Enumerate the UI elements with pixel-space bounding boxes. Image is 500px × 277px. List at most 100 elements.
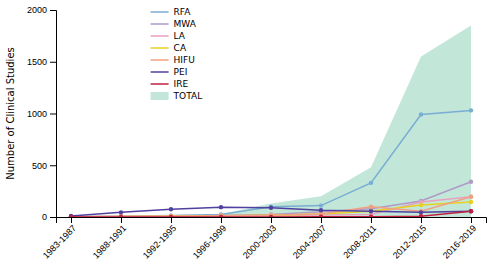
marker [119,214,123,217]
marker [419,210,423,214]
legend-swatch [151,83,169,85]
legend-item: CA [151,43,187,53]
marker [319,203,323,207]
marker [69,215,73,217]
x-tick-label: 2008-2011 [341,223,378,260]
series [69,195,473,217]
area [71,26,471,217]
marker [269,205,273,209]
line [71,110,471,216]
marker [469,180,473,184]
x-tick: 2004-2007 [291,217,329,261]
series [69,209,473,217]
legend-swatch [151,35,169,37]
marker [69,215,73,217]
line [71,182,471,217]
y-axis-title: Number of Clinical Studies [5,47,16,180]
marker [469,200,473,204]
legend-swatch [151,92,169,100]
x-tick-mark [171,217,172,223]
legend-label: RFA [174,7,192,17]
legend-item: IRE [151,79,189,89]
x-tick-mark [271,217,272,223]
y-tick: 0 [42,212,56,222]
marker [169,214,173,217]
series [69,108,473,217]
x-tick-mark [471,217,472,223]
y-axis-line [50,11,57,218]
marker [119,214,123,217]
x-tick-label: 1988-1991 [91,223,129,261]
marker [69,215,73,217]
y-tick: 500 [32,161,56,171]
marker [219,205,223,209]
x-tick-label: 2000-2003 [241,223,279,261]
x-axis: 1983-1987 1988-1991 1992-1995 1996-1999 2000… [41,217,487,261]
marker [419,214,423,217]
x-tick: 1992-1995 [141,217,179,261]
x-tick: 2016-2019 [441,217,479,261]
x-tick-mark [321,217,322,223]
x-tick: 1983-1987 [41,217,79,261]
legend-label: MWA [174,19,197,29]
legend-swatch [151,11,169,13]
x-tick: 1996-1999 [191,217,229,261]
legend-label: CA [174,43,187,53]
x-tick-label: 2012-2015 [391,223,429,261]
legend-item: MWA [151,19,197,29]
legend-item: HIFU [151,55,195,65]
x-tick-label: 1992-1995 [141,223,179,261]
marker [119,215,123,217]
series [69,195,473,217]
legend-item: TOTAL [151,91,203,101]
chart: 1983-1987 1988-1991 1992-1995 1996-1999 2000… [0,0,500,277]
legend-item: LA [151,31,186,41]
x-axis-line [57,218,487,224]
y-tick: 1000 [27,109,56,119]
marker [369,181,373,185]
y-tick-label: 1500 [27,57,47,67]
legend-label: PEI [174,67,188,77]
legend-swatch [151,23,169,25]
marker [69,215,73,217]
y-tick: 1500 [27,57,56,67]
x-tick: 2008-2011 [341,217,378,260]
marker [469,195,473,199]
marker [169,214,173,217]
y-tick-label: 500 [32,161,47,171]
x-tick: 2012-2015 [391,217,429,261]
marker [219,215,223,217]
series [69,180,473,217]
marker [269,215,273,217]
marker [119,210,123,214]
legend-swatch [151,71,169,73]
marker [69,215,73,217]
x-tick-mark [71,217,72,223]
x-tick: 1988-1991 [91,217,129,261]
x-tick-mark [121,217,122,223]
x-tick-mark [371,217,372,223]
y-tick-mark [50,217,56,218]
marker [69,215,73,217]
x-tick-mark [421,217,422,223]
marker [369,204,373,208]
line [71,197,471,217]
marker [119,214,123,217]
legend-swatch [151,59,169,61]
legend: RFA MWA LA CA HIFU PEI IRE TOTAL [151,7,203,101]
marker [169,207,173,211]
x-tick-mark [221,217,222,223]
legend-label: TOTAL [173,91,203,101]
marker [119,214,123,217]
x-tick-label: 1996-1999 [191,223,229,261]
legend-label: IRE [174,79,189,89]
y-axis: 0500100015002000 [27,5,57,222]
line [71,202,471,217]
x-tick: 2000-2003 [241,217,279,261]
marker [319,208,323,212]
marker [469,108,473,112]
legend-swatch [151,47,169,49]
y-tick-mark [50,62,56,63]
data-area [69,26,473,217]
marker [169,214,173,217]
